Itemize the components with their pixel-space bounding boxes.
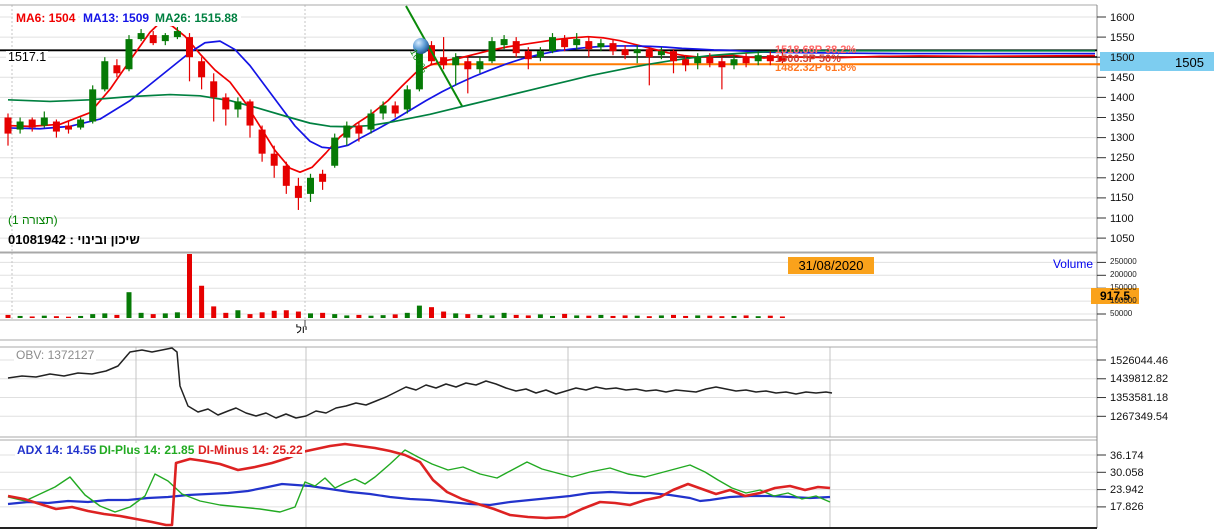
adx-axis-tick: 17.826 xyxy=(1110,501,1144,514)
hline-price-label: 1517.1 xyxy=(6,50,49,64)
obv-axis-tick: 1353581.18 xyxy=(1110,392,1169,405)
volume-axis-tick: 150000 xyxy=(1110,282,1137,292)
ma-legend-item: MA13: 1509 xyxy=(80,10,153,26)
obv-axis-tick: 1526044.46 xyxy=(1110,354,1169,367)
drag-handle-ball[interactable] xyxy=(413,38,429,54)
price-axis-tick: 1350 xyxy=(1110,112,1135,124)
ma-legend-item: MA6: 1504 xyxy=(13,10,79,26)
price-axis-tick: 1600 xyxy=(1110,11,1135,24)
volume-axis-tick: 50000 xyxy=(1110,308,1133,318)
price-axis-tick: 1500 xyxy=(1110,51,1135,64)
price-axis-tick: 1400 xyxy=(1110,91,1135,104)
volume-axis-tick: 100000 xyxy=(1110,295,1137,305)
adx-axis-tick: 30.058 xyxy=(1110,466,1144,479)
adx-legend-item: ADX 14: 14.55 xyxy=(15,443,99,457)
fib-level-label: 1500.5P 50% xyxy=(775,53,841,65)
fib-level-label: 1518.68P 38.2% xyxy=(775,44,857,56)
price-axis-tick: 1250 xyxy=(1110,152,1135,165)
volume-axis-tick: 200000 xyxy=(1110,269,1137,279)
obv-value-label: OBV: 1372127 xyxy=(14,348,97,362)
ma-legend-item: MA26: 1515.88 xyxy=(152,10,241,26)
date-badge: 31/08/2020 xyxy=(788,257,874,274)
month-axis-label: יול xyxy=(296,324,308,336)
obv-axis-tick: 1267349.54 xyxy=(1110,410,1169,423)
volume-axis-tick: 250000 xyxy=(1110,256,1137,266)
price-axis-tick: 1550 xyxy=(1110,31,1135,44)
price-axis-tick: 1100 xyxy=(1110,212,1134,225)
price-axis-tick: 1150 xyxy=(1110,192,1134,205)
obv-axis-tick: 1439812.82 xyxy=(1110,373,1169,386)
adx-axis-tick: 23.942 xyxy=(1110,484,1144,497)
configuration-label: (תצורה 1) xyxy=(8,213,58,227)
price-axis-tick: 1200 xyxy=(1110,172,1135,185)
adx-legend-item: DI-Plus 14: 21.85 xyxy=(97,443,197,457)
last-price-highlight xyxy=(1100,52,1214,71)
price-axis-tick: 1050 xyxy=(1110,232,1135,245)
security-name-label: שיכון ובינוי : 01081942 xyxy=(8,232,140,247)
price-axis-tick: 1300 xyxy=(1110,132,1135,145)
last-price-badge: 1505 xyxy=(1175,55,1204,70)
adx-legend-item: DI-Minus 14: 25.22 xyxy=(196,443,305,457)
value-badge: 917.5 xyxy=(1091,288,1139,304)
volume-panel-label: Volume xyxy=(1052,257,1093,271)
fib-level-label: 1482.32P 61.8% xyxy=(775,62,857,74)
adx-axis-tick: 36.174 xyxy=(1110,449,1144,462)
price-axis-tick: 1450 xyxy=(1110,71,1135,84)
